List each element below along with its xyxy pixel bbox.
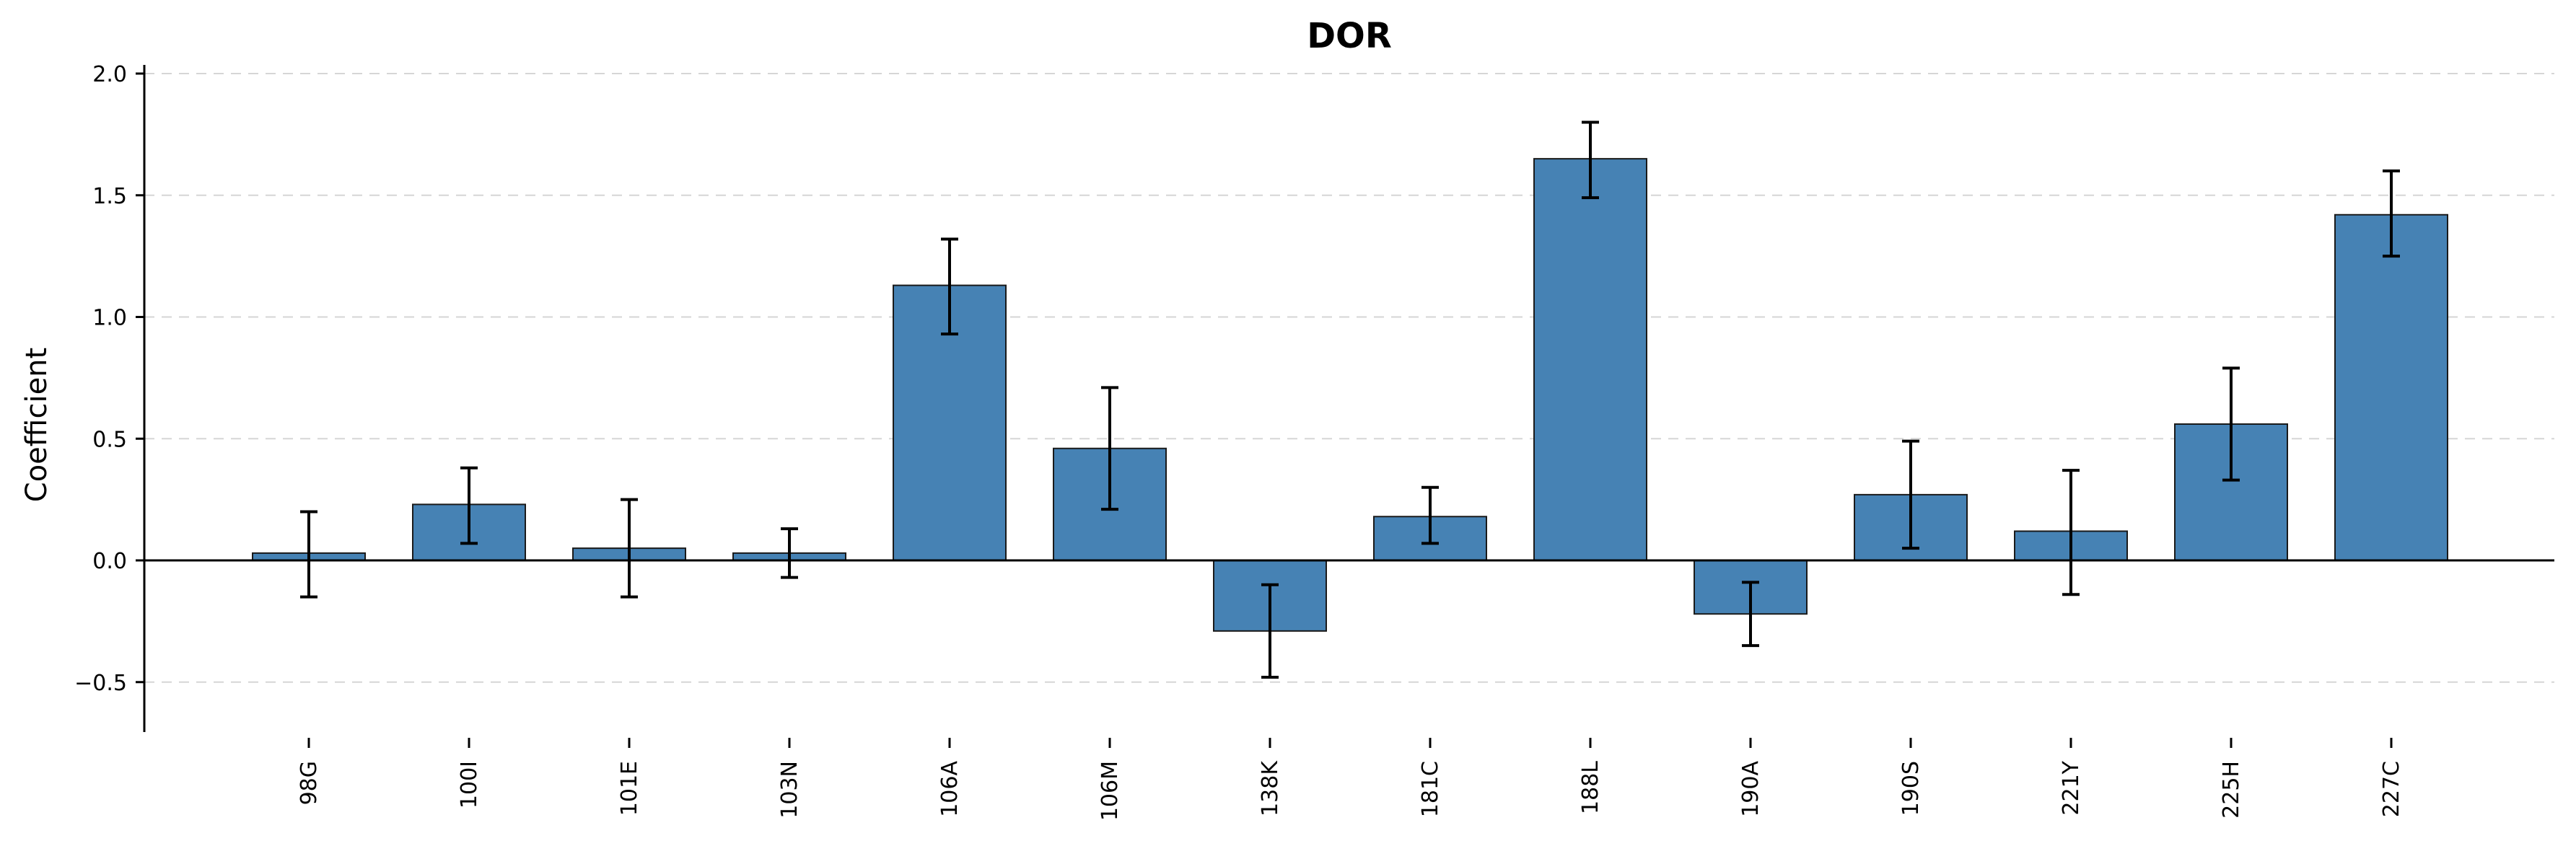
error-bar xyxy=(941,237,958,336)
error-bar xyxy=(1582,120,1599,200)
x-tick-label: 98G xyxy=(297,761,322,805)
error-bar xyxy=(1101,386,1118,511)
y-axis-label: Coefficient xyxy=(20,348,53,502)
error-bar xyxy=(460,466,478,545)
error-bar xyxy=(781,527,798,579)
bar xyxy=(1533,158,1647,561)
x-tick-label: 103N xyxy=(777,761,802,819)
grid-layer xyxy=(144,73,2554,683)
error-bar xyxy=(1261,583,1279,679)
error-bar xyxy=(1902,439,1919,550)
error-bar xyxy=(1421,485,1439,545)
x-tick-label: 106M xyxy=(1098,761,1123,821)
axis-layer: −0.5 0.0 0.5 1.0 1.5 2.0 98G 100I 101E 103N 106A 10… xyxy=(74,62,2554,821)
x-tick-label: 188L xyxy=(1578,761,1603,814)
y-tick-label: 1.5 xyxy=(92,184,127,209)
error-bar xyxy=(1742,581,1759,648)
x-tick-label: 221Y xyxy=(2059,760,2084,815)
x-tick-label: 181C xyxy=(1418,761,1443,817)
y-tick-label: 1.0 xyxy=(92,306,127,331)
y-tick-label: 2.0 xyxy=(92,62,127,87)
y-tick-label: 0.5 xyxy=(92,427,127,452)
y-tick-label: −0.5 xyxy=(74,671,127,696)
x-tick-label: 101E xyxy=(617,761,642,816)
x-tick-label: 190A xyxy=(1738,761,1764,817)
error-bar xyxy=(2383,169,2400,258)
x-tick-label: 225H xyxy=(2219,761,2244,819)
bar xyxy=(2334,213,2448,561)
error-bar xyxy=(621,498,638,599)
x-tick-label: 106A xyxy=(937,761,963,817)
x-tick-label: 100I xyxy=(457,761,482,808)
y-tick-label: 0.0 xyxy=(92,549,127,574)
error-bar-layer xyxy=(300,120,2400,679)
error-bar xyxy=(2222,366,2240,482)
x-tick-label: 138K xyxy=(1258,760,1283,816)
chart-title: DOR xyxy=(1307,16,1392,56)
x-tick-label: 227C xyxy=(2379,761,2404,817)
error-bar xyxy=(300,510,317,599)
error-bar xyxy=(2062,469,2080,596)
x-tick-label: 190S xyxy=(1898,761,1924,816)
